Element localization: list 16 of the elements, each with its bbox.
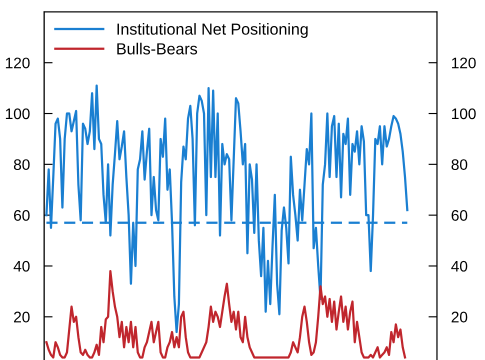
- y-tick-label: 80: [14, 159, 30, 170]
- y2-tick-label: 80: [452, 159, 468, 170]
- legend-label: Institutional Net Positioning: [117, 23, 308, 38]
- line-series: [45, 270, 406, 359]
- y2-tick-label: 120: [452, 58, 476, 68]
- line-series: [45, 84, 408, 334]
- y-tick-label: 100: [6, 108, 30, 120]
- y-tick-label: 40: [14, 260, 30, 272]
- y2-tick-label: 40: [451, 260, 468, 272]
- y2-tick-label: 100: [452, 108, 476, 120]
- y2-tick-label: 20: [452, 312, 468, 322]
- y-tick-label: 60: [14, 210, 30, 221]
- y-tick-label: 120: [6, 58, 30, 68]
- legend-label: Bulls-Bears: [117, 42, 198, 54]
- y-tick-label: 20: [14, 312, 30, 322]
- y2-tick-label: 60: [452, 210, 468, 221]
